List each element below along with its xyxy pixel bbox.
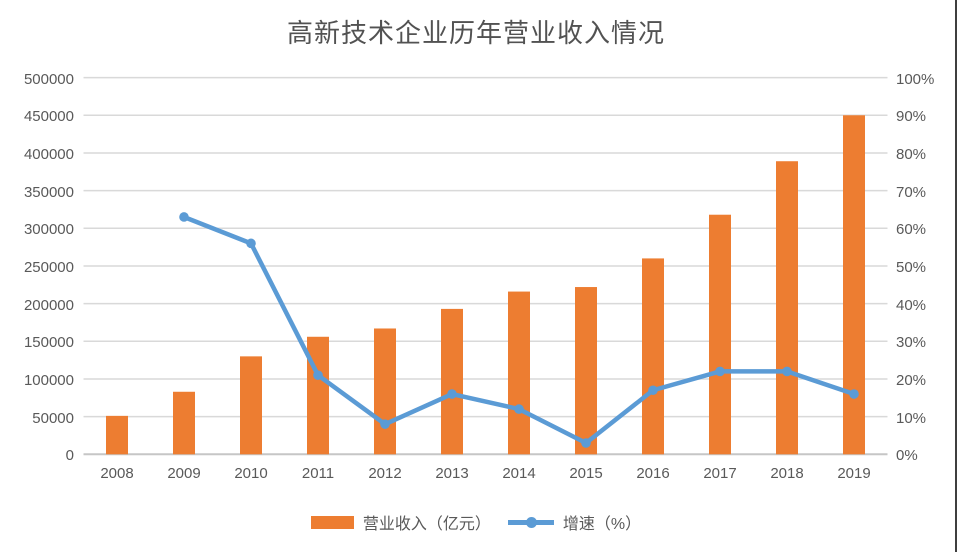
legend-line-label: 增速（%）: [562, 516, 642, 533]
line-point-2012: [380, 419, 390, 429]
x-tick-label: 2008: [100, 465, 134, 482]
right-edge-border: [955, 0, 957, 552]
left-tick-label: 450000: [23, 108, 74, 126]
x-tick-label: 2013: [435, 465, 469, 482]
bar-2011: [307, 336, 329, 455]
legend-bar-label: 营业收入（亿元）: [362, 516, 491, 533]
right-tick-label: 70%: [896, 183, 927, 201]
bar-2013: [441, 308, 463, 455]
line-point-2014: [514, 404, 524, 414]
x-tick-label: 2010: [234, 465, 268, 482]
line-point-2019: [849, 389, 859, 399]
legend: 营业收入（亿元） 增速（%）: [0, 507, 952, 537]
x-tick-label: 2011: [301, 465, 335, 482]
x-tick-label: 2017: [703, 465, 737, 482]
bar-2009: [173, 391, 195, 455]
bar-2016: [642, 258, 664, 455]
left-tick-label: 200000: [23, 296, 74, 314]
left-tick-label: 300000: [23, 221, 74, 239]
line-point-2013: [447, 389, 457, 399]
bar-2015: [575, 287, 597, 455]
right-tick-label: 60%: [896, 221, 927, 239]
bar-2008: [106, 415, 128, 455]
left-tick-label: 500000: [23, 70, 74, 88]
chart-title: 高新技术企业历年营业收入情况: [286, 19, 665, 49]
right-tick-label: 10%: [896, 409, 927, 427]
bar-2012: [374, 328, 396, 455]
bar-2010: [240, 356, 262, 455]
line-point-2015: [581, 438, 591, 448]
bar-2017: [709, 214, 731, 455]
right-tick-label: 0%: [896, 447, 918, 465]
line-point-2016: [648, 385, 658, 396]
x-tick-label: 2014: [502, 465, 536, 482]
x-tick-label: 2018: [770, 465, 804, 482]
legend-line-swatch: [507, 516, 554, 529]
line-point-2011: [313, 370, 323, 380]
bar-2019: [843, 115, 865, 455]
right-tick-label: 20%: [896, 371, 927, 389]
x-tick-label: 2009: [167, 465, 201, 482]
x-tick-label: 2019: [837, 465, 871, 482]
left-tick-label: 250000: [23, 258, 74, 276]
bar-2018: [776, 161, 798, 455]
right-tick-label: 30%: [896, 334, 927, 352]
line-point-2017: [715, 366, 725, 377]
right-tick-label: 80%: [896, 145, 927, 163]
right-tick-label: 40%: [896, 296, 927, 314]
left-tick-label: 100000: [23, 371, 74, 389]
legend-bar-swatch: [310, 515, 354, 529]
left-tick-label: 350000: [23, 183, 74, 201]
line-point-2010: [246, 238, 256, 249]
left-tick-label: 50000: [32, 409, 74, 427]
left-tick-label: 0: [65, 447, 74, 465]
right-tick-label: 100%: [896, 70, 935, 88]
line-point-2018: [782, 366, 792, 377]
left-tick-label: 150000: [23, 334, 74, 352]
line-point-2009: [179, 212, 189, 222]
bar-2014: [508, 291, 530, 455]
x-tick-label: 2016: [636, 465, 670, 482]
right-tick-label: 50%: [896, 258, 927, 276]
left-tick-label: 400000: [23, 145, 74, 163]
legend-line-marker-icon: [525, 516, 537, 528]
x-tick-label: 2012: [368, 465, 402, 482]
x-tick-label: 2015: [569, 465, 603, 482]
right-tick-label: 90%: [896, 108, 927, 126]
